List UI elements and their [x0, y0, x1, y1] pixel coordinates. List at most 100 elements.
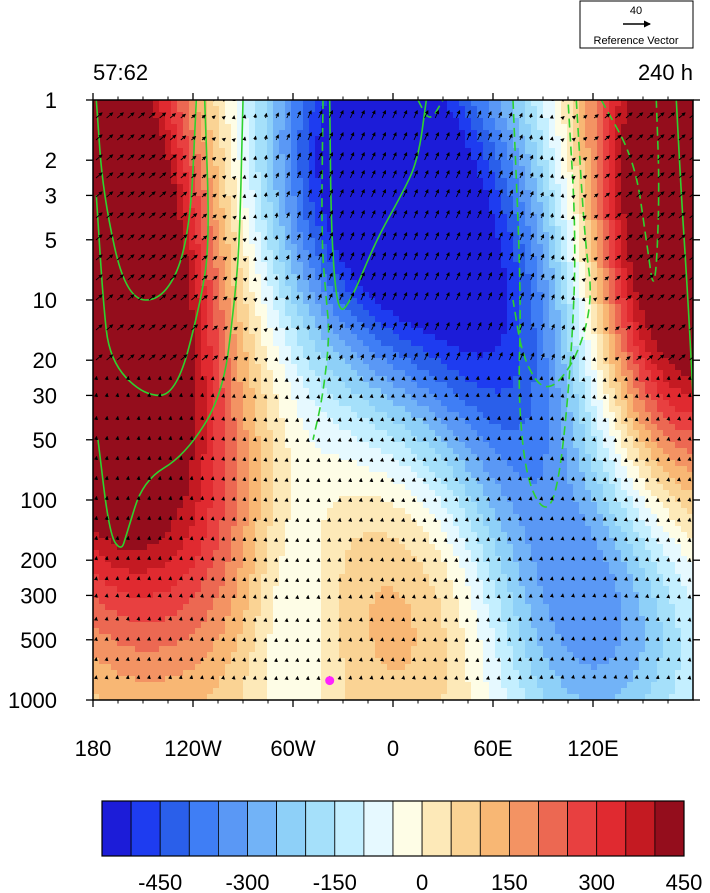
field-cell	[537, 202, 544, 209]
field-cell	[423, 214, 430, 221]
field-cell	[135, 310, 142, 317]
field-cell	[117, 106, 124, 113]
field-cell	[675, 340, 682, 347]
field-cell	[387, 124, 394, 131]
field-cell	[567, 148, 574, 155]
field-cell	[507, 382, 514, 389]
field-cell	[333, 274, 340, 281]
field-cell	[609, 346, 616, 353]
field-cell	[345, 346, 352, 353]
field-cell	[153, 196, 160, 203]
field-cell	[105, 220, 112, 227]
field-cell	[165, 346, 172, 353]
field-cell	[285, 250, 292, 257]
field-cell	[537, 250, 544, 257]
field-cell	[111, 274, 118, 281]
field-cell	[555, 298, 562, 305]
field-cell	[171, 256, 178, 263]
field-cell	[639, 250, 646, 257]
field-cell	[369, 106, 376, 113]
field-cell	[129, 214, 136, 221]
field-cell	[309, 262, 316, 269]
field-cell	[123, 106, 130, 113]
field-cell	[573, 292, 580, 299]
field-cell	[261, 388, 268, 395]
field-cell	[555, 130, 562, 137]
field-cell	[567, 322, 574, 329]
field-cell	[345, 358, 352, 365]
field-cell	[303, 172, 310, 179]
field-cell	[561, 178, 568, 185]
field-cell	[651, 220, 658, 227]
field-cell	[147, 226, 154, 233]
field-cell	[651, 286, 658, 293]
field-cell	[477, 232, 484, 239]
field-cell	[219, 298, 226, 305]
field-cell	[285, 220, 292, 227]
field-cell	[441, 292, 448, 299]
field-cell	[243, 376, 250, 383]
field-cell	[147, 394, 154, 401]
field-cell	[561, 160, 568, 167]
field-cell	[405, 268, 412, 275]
field-cell	[291, 184, 298, 191]
field-cell	[663, 136, 670, 143]
field-cell	[345, 364, 352, 371]
field-cell	[417, 148, 424, 155]
field-cell	[375, 316, 382, 323]
field-cell	[309, 256, 316, 263]
field-cell	[621, 298, 628, 305]
field-cell	[471, 346, 478, 353]
field-cell	[609, 322, 616, 329]
field-cell	[291, 178, 298, 185]
field-cell	[531, 388, 538, 395]
field-cell	[117, 334, 124, 341]
field-cell	[387, 280, 394, 287]
field-cell	[579, 226, 586, 233]
field-cell	[201, 328, 208, 335]
field-cell	[213, 238, 220, 245]
field-cell	[219, 238, 226, 245]
field-cell	[423, 304, 430, 311]
field-cell	[195, 370, 202, 377]
field-cell	[651, 334, 658, 341]
field-cell	[639, 382, 646, 389]
field-cell	[525, 160, 532, 167]
field-cell	[651, 352, 658, 359]
field-cell	[165, 100, 172, 107]
field-cell	[597, 244, 604, 251]
field-cell	[225, 298, 232, 305]
field-cell	[543, 100, 550, 107]
field-cell	[537, 244, 544, 251]
field-cell	[549, 220, 556, 227]
field-cell	[153, 100, 160, 107]
field-cell	[495, 220, 502, 227]
field-cell	[615, 292, 622, 299]
field-cell	[315, 394, 322, 401]
field-cell	[141, 244, 148, 251]
field-cell	[645, 328, 652, 335]
field-cell	[681, 202, 688, 209]
field-cell	[189, 394, 196, 401]
field-cell	[231, 352, 238, 359]
field-cell	[333, 196, 340, 203]
field-cell	[489, 226, 496, 233]
field-cell	[525, 280, 532, 287]
field-cell	[435, 376, 442, 383]
field-cell	[483, 202, 490, 209]
field-cell	[123, 202, 130, 209]
field-cell	[183, 340, 190, 347]
field-cell	[579, 274, 586, 281]
field-cell	[99, 328, 106, 335]
field-cell	[519, 118, 526, 125]
field-cell	[531, 136, 538, 143]
field-cell	[681, 388, 688, 395]
field-cell	[177, 280, 184, 287]
field-cell	[171, 250, 178, 257]
field-cell	[105, 244, 112, 251]
field-cell	[183, 202, 190, 209]
field-cell	[477, 382, 484, 389]
field-cell	[579, 154, 586, 161]
field-cell	[411, 388, 418, 395]
field-cell	[231, 328, 238, 335]
